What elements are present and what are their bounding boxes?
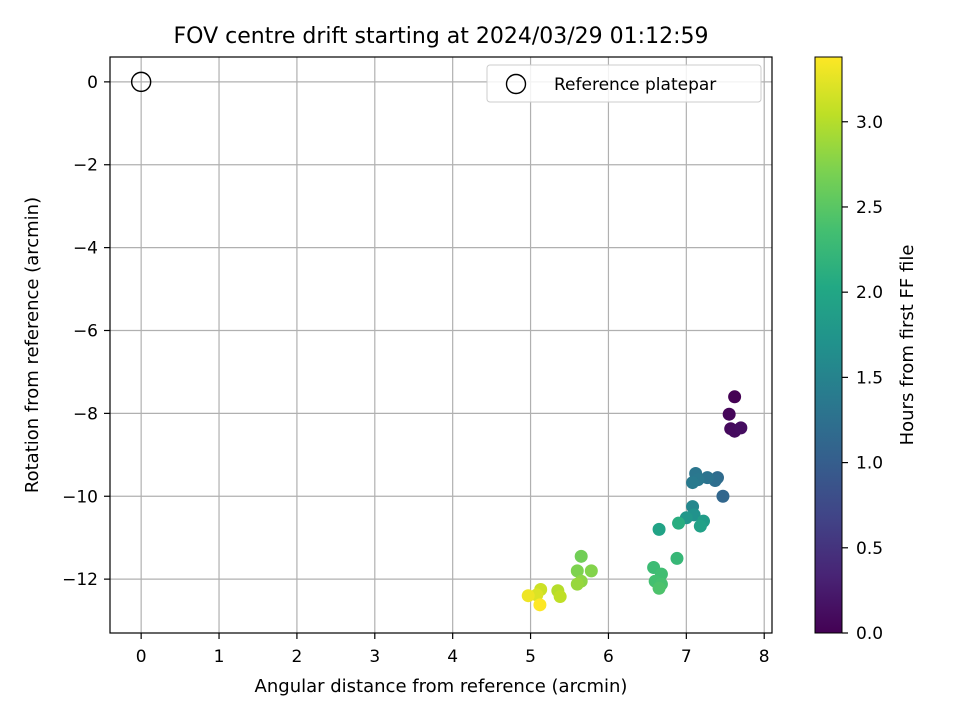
data-point [584,564,598,578]
legend: Reference platepar [486,64,762,103]
reference-platepar-marker [130,71,152,93]
colorbar-tick-label: 2.5 [856,198,883,218]
data-point [686,476,700,490]
y-axis-label: Rotation from reference (arcmin) [22,197,43,493]
colorbar-tick-label: 3.0 [856,113,883,133]
x-tick-label: 7 [681,647,692,667]
x-tick-label: 2 [292,647,303,667]
colorbar-label: Hours from first FF file [897,245,918,446]
colorbar: 0.0 0.5 1.0 1.5 2.0 2.5 3.0 Hours from first F… [814,56,918,644]
x-tick-label: 4 [447,647,458,667]
colorbar-ticks: 0.0 0.5 1.0 1.5 2.0 2.5 3.0 [842,113,883,644]
y-tick-label: −2 [73,156,98,176]
x-axis-ticks: 0 1 2 3 4 5 6 7 8 [136,633,770,667]
y-axis-ticks: 0 −2 −4 −6 −8 −10 −12 [62,73,110,590]
data-point [652,522,666,536]
data-point [533,598,547,612]
chart-title: FOV centre drift starting at 2024/03/29 … [174,24,709,49]
data-point [574,549,588,563]
x-tick-label: 8 [759,647,770,667]
data-point [734,421,748,435]
data-point [693,519,707,533]
colorbar-tick-label: 0.0 [856,624,883,644]
legend-marker-reference [505,73,527,95]
data-point [672,516,686,530]
x-tick-label: 0 [136,647,147,667]
plot-frame [109,56,773,634]
data-point [521,589,535,603]
data-point [570,577,584,591]
y-tick-label: −10 [62,487,98,507]
legend-box [486,64,762,103]
data-point [728,390,742,404]
x-tick-label: 1 [214,647,225,667]
colorbar-tick-label: 1.0 [856,454,883,474]
data-point [570,564,584,578]
y-tick-label: −8 [73,404,98,424]
data-point [652,581,666,595]
x-tick-label: 6 [603,647,614,667]
data-point [670,551,684,565]
reference-point-layer [130,71,152,93]
colorbar-tick-label: 2.0 [856,283,883,303]
y-tick-label: 0 [87,73,98,93]
x-tick-label: 5 [525,647,536,667]
data-points [521,390,748,612]
colorbar-tick-label: 0.5 [856,539,883,559]
x-axis-label: Angular distance from reference (arcmin) [255,676,628,697]
y-tick-label: −6 [73,321,98,341]
y-tick-label: −12 [62,570,98,590]
colorbar-gradient [814,56,843,634]
colorbar-tick-label: 1.5 [856,368,883,388]
y-tick-label: −4 [73,239,98,259]
data-point [716,489,730,503]
x-tick-label: 3 [369,647,380,667]
legend-label-reference: Reference platepar [554,75,716,95]
grid [110,57,772,633]
data-point [553,590,567,604]
data-point [722,407,736,421]
